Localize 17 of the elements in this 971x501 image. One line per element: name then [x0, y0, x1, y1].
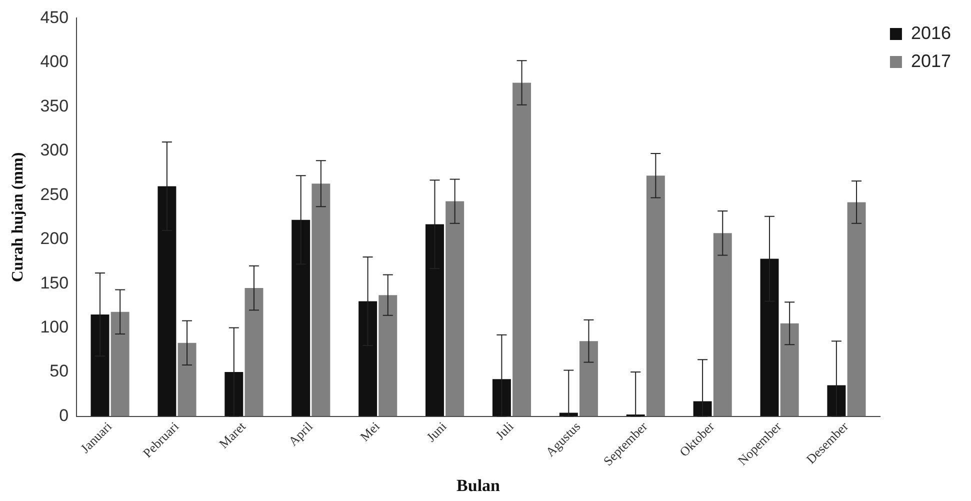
y-tick-label: 400: [40, 52, 69, 72]
legend-label: 2016: [910, 22, 952, 43]
x-tick-label: Juni: [423, 418, 450, 445]
y-tick-label: 250: [40, 184, 69, 204]
y-tick-label: 350: [40, 96, 69, 116]
y-tick-label: 200: [40, 229, 69, 248]
x-tick-label: Mei: [356, 418, 383, 444]
y-tick-label: 0: [59, 406, 69, 425]
y-tick-label: 50: [50, 362, 69, 381]
x-axis-title: Bulan: [456, 476, 501, 496]
legend-label: 2017: [910, 50, 952, 71]
y-tick-label: 450: [40, 8, 69, 27]
y-tick-label: 300: [40, 140, 69, 160]
y-tick-label: 100: [40, 317, 69, 336]
x-tick-label: Juli: [492, 418, 517, 443]
y-tick-label: 150: [40, 273, 69, 292]
y-axis-title: Curah hujan (mm): [10, 152, 27, 282]
